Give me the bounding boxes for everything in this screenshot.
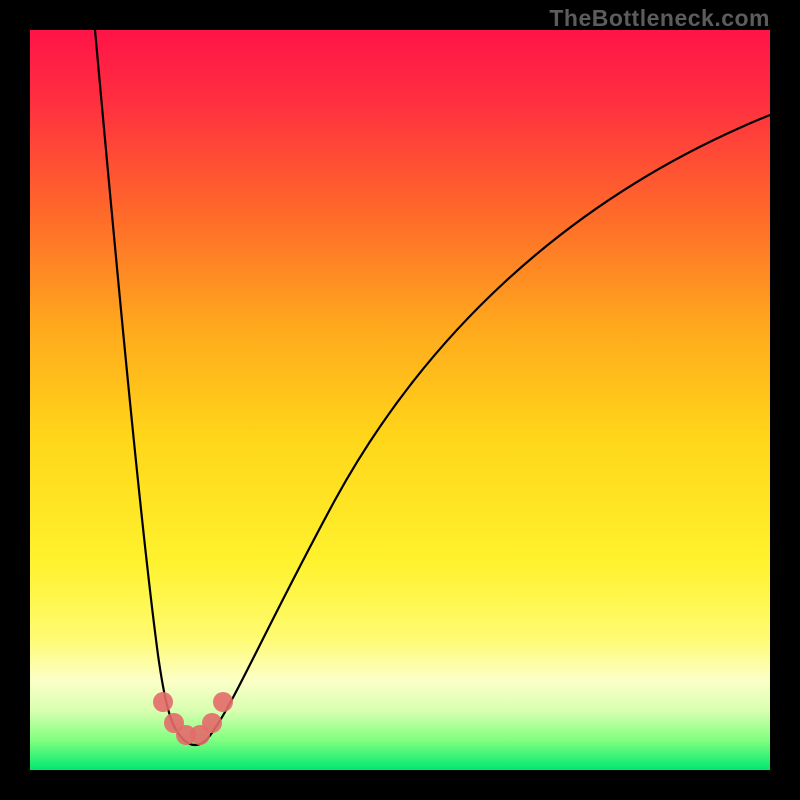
marker-dot [213, 692, 233, 712]
bottleneck-chart [0, 0, 800, 800]
watermark-text: TheBottleneck.com [549, 5, 770, 32]
marker-dot [202, 713, 222, 733]
marker-dot [153, 692, 173, 712]
